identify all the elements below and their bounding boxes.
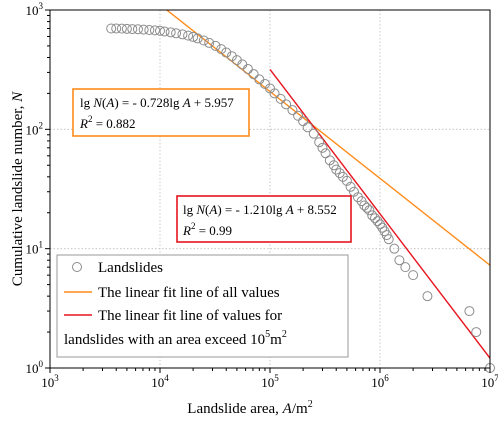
y-tick-label: 102 (26, 120, 44, 137)
data-point (383, 234, 394, 245)
data-point (192, 33, 203, 44)
data-point (144, 24, 155, 35)
data-point (132, 24, 143, 35)
data-point (372, 216, 383, 227)
data-point (198, 35, 209, 46)
data-point (275, 93, 286, 104)
y-tick-label: 100 (26, 359, 44, 376)
data-point (464, 306, 475, 317)
data-point (341, 175, 352, 186)
data-point (149, 25, 160, 36)
data-point (138, 24, 149, 35)
data-point (116, 23, 127, 34)
data-point (183, 30, 194, 41)
data-point (242, 64, 253, 75)
data-point (121, 23, 132, 34)
data-point (375, 219, 385, 230)
data-point (210, 40, 221, 51)
data-point (302, 122, 313, 133)
x-tick-label: 104 (151, 373, 169, 390)
data-point (165, 27, 176, 38)
y-tick-label: 101 (26, 240, 44, 257)
axis-ticks: 103 104 105 106 107 100 101 102 103 (26, 1, 498, 390)
legend-label-landslides: Landslides (98, 260, 163, 276)
legend-label-large-line2: landslides with an area exceed 105m2 (64, 329, 287, 348)
equation-box-large-frame (176, 195, 352, 243)
data-point (111, 23, 122, 34)
data-point (369, 213, 380, 224)
data-point (188, 31, 199, 42)
data-point (400, 262, 411, 273)
data-point (389, 243, 400, 254)
data-point (171, 28, 182, 39)
equation-all-line: lg N(A) = - 0.728lg A + 5.957 (80, 95, 234, 110)
data-point (216, 44, 227, 55)
data-point (127, 24, 138, 35)
data-point (334, 168, 345, 179)
data-point (331, 164, 342, 175)
equation-box-all: lg N(A) = - 0.728lg A + 5.957 R2 = 0.882 (72, 88, 250, 137)
legend-label-all-values: The linear fit line of all values (98, 285, 280, 301)
data-point (293, 110, 304, 121)
data-point (367, 210, 378, 221)
data-point (159, 26, 170, 37)
data-point (287, 105, 298, 116)
legend-frame (56, 254, 349, 358)
data-point (204, 37, 215, 48)
equation-large-line: lg N(A) = - 1.210lg A + 8.552 (183, 202, 337, 217)
x-tick-label: 103 (41, 373, 59, 390)
legend-marker-landslides (72, 262, 82, 272)
data-point (248, 69, 259, 80)
data-point (471, 327, 482, 338)
x-axis-label: Landslide area, A/m2 (187, 399, 312, 417)
data-point (269, 88, 280, 99)
data-point (221, 47, 232, 58)
r2-large-line: R2 = 0.99 (182, 221, 232, 238)
data-point (317, 142, 328, 153)
legend: Landslides The linear fit line of all va… (56, 254, 349, 358)
fit-line-2 (269, 69, 490, 359)
equation-box-all-frame (72, 88, 250, 137)
data-point (361, 202, 372, 213)
r2-all-line: R2 = 0.882 (79, 114, 136, 131)
data-point (281, 99, 292, 110)
data-point (364, 205, 375, 216)
data-point (106, 23, 117, 34)
data-point (394, 255, 405, 266)
data-point (345, 181, 356, 192)
data-point (422, 291, 433, 302)
data-point (155, 25, 165, 36)
data-point (408, 270, 419, 281)
y-tick-label: 103 (26, 1, 44, 18)
y-axis-label: Cumulative landslide number, N (10, 91, 26, 286)
x-tick-label: 105 (261, 373, 279, 390)
scatter-points (106, 23, 495, 373)
x-tick-label: 106 (371, 373, 389, 390)
data-point (314, 137, 325, 148)
equation-box-large: lg N(A) = - 1.210lg A + 8.552 R2 = 0.99 (176, 195, 352, 243)
data-point (308, 128, 319, 139)
x-tick-label: 107 (481, 373, 498, 390)
data-point (226, 51, 237, 62)
legend-label-large-line1: The linear fit line of values for (98, 308, 282, 324)
data-point (177, 29, 188, 40)
